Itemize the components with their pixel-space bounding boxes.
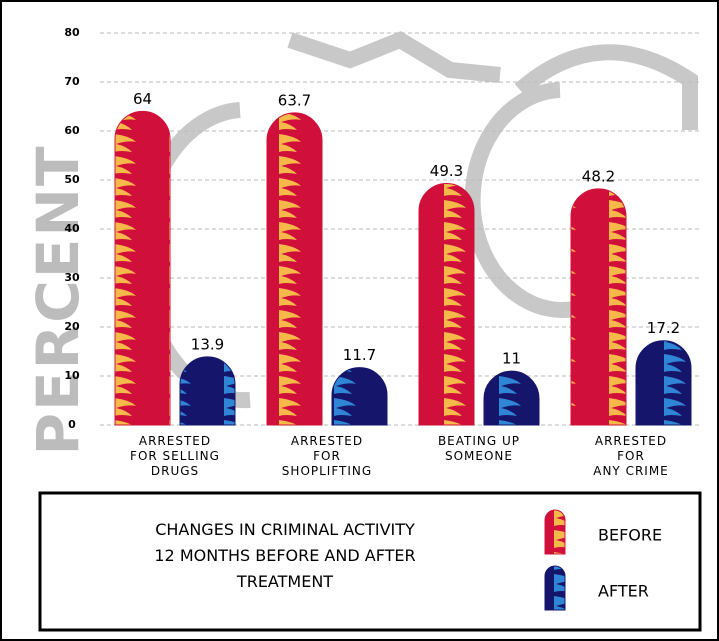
- legend-swatch: [545, 510, 565, 554]
- bar: [115, 111, 170, 425]
- value-label: 11.7: [343, 346, 376, 364]
- y-tick-label: 70: [64, 75, 80, 88]
- value-label: 11: [502, 350, 521, 368]
- bar: [571, 189, 626, 425]
- y-tick-label: 80: [64, 26, 80, 39]
- value-label: 63.7: [278, 91, 311, 109]
- y-tick-label: 40: [64, 222, 80, 235]
- y-tick-label: 50: [64, 173, 80, 186]
- y-tick-label: 0: [68, 418, 76, 431]
- legend-label: AFTER: [598, 582, 649, 601]
- bar: [419, 183, 474, 425]
- chart: PERCENT 010203040506070806413.9ARRESTEDF…: [0, 0, 719, 641]
- y-tick-label: 10: [64, 369, 80, 382]
- y-tick-label: 30: [64, 271, 80, 284]
- bar: [636, 341, 691, 425]
- bar: [484, 371, 539, 425]
- legend-label: BEFORE: [598, 526, 662, 545]
- y-tick-label: 20: [64, 320, 80, 333]
- page: {"chart_data": {"type": "bar", "title": …: [0, 0, 719, 641]
- y-axis-label: PERCENT: [24, 144, 92, 455]
- value-label: 17.2: [647, 319, 680, 337]
- value-label: 13.9: [191, 335, 224, 353]
- bar: [180, 357, 235, 425]
- bar: [267, 113, 322, 425]
- value-label: 49.3: [430, 162, 463, 180]
- y-tick-label: 60: [64, 124, 80, 137]
- value-label: 64: [133, 90, 152, 108]
- value-label: 48.2: [582, 167, 615, 185]
- legend-swatch: [545, 566, 565, 610]
- bar: [332, 368, 387, 425]
